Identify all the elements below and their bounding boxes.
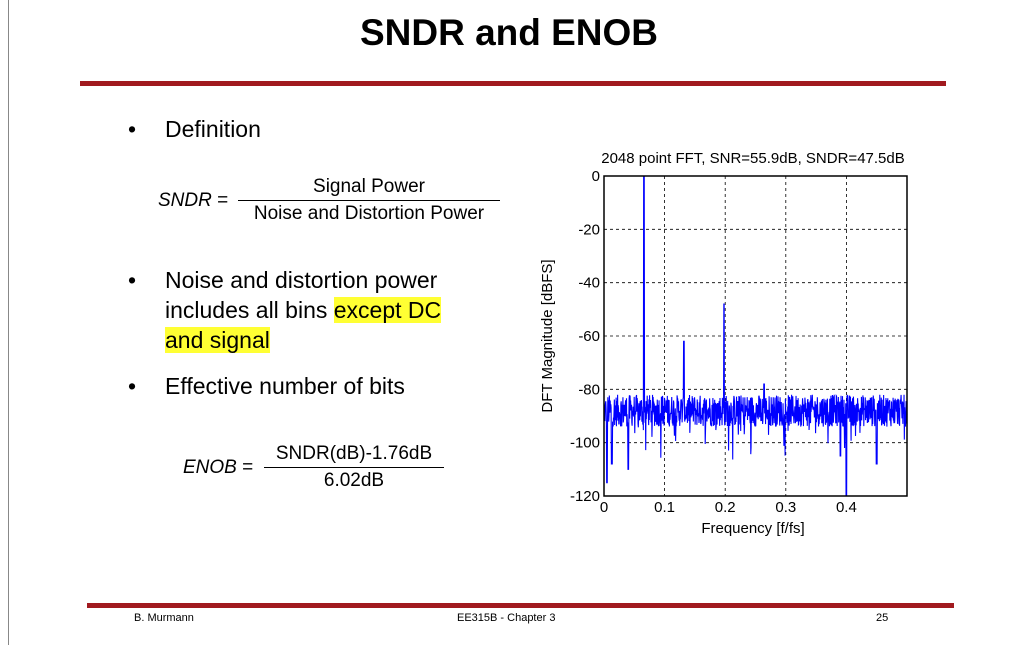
chart-ticks: 0 0.1 0.2 0.3 0.4 0 -20 -40 -60 -80 -100 -120 [570, 168, 857, 516]
y-axis-label: DFT Magnitude [dBFS] [539, 259, 556, 412]
x-tick-label: 0 [600, 499, 608, 516]
bullet-text: Effective number of bits [165, 373, 405, 399]
slide-title: SNDR and ENOB [359, 12, 659, 53]
y-tick-label: -80 [578, 381, 600, 398]
footer-rule [87, 603, 954, 608]
sndr-numerator: Signal Power [313, 176, 425, 197]
footer-author: B. Murmann [134, 612, 194, 624]
bullet-text: Definition [165, 116, 261, 142]
fft-spectrum-line [603, 175, 908, 497]
y-tick-label: -20 [578, 221, 600, 238]
y-tick-label: -120 [570, 488, 600, 505]
highlighted-text: and signal [165, 327, 270, 353]
sndr-equation-lhs: SNDR = [158, 190, 228, 212]
fft-chart: 2048 point FFT, SNR=55.9dB, SNDR=47.5dB … [539, 150, 908, 537]
enob-numerator: SNDR(dB)-1.76dB [275, 443, 433, 464]
bullet-text-line1: Noise and distortion power [165, 267, 438, 293]
x-tick-label: 0.2 [715, 499, 736, 516]
highlighted-text: except DC [333, 297, 442, 323]
bullet-dot: • [128, 267, 137, 293]
sndr-fraction: Signal Power Noise and Distortion Power [238, 176, 500, 225]
enob-equation-lhs: ENOB = [183, 457, 253, 479]
enob-fraction: SNDR(dB)-1.76dB 6.02dB [264, 443, 444, 492]
chart-title: 2048 point FFT, SNR=55.9dB, SNDR=47.5dB [601, 150, 905, 167]
bullet-dot: • [128, 116, 137, 142]
fft-trace [603, 175, 908, 497]
fraction-bar [238, 200, 500, 201]
bullet-dot: • [128, 373, 137, 399]
enob-denominator: 6.02dB [323, 470, 385, 491]
title-rule [80, 81, 946, 86]
chart-grid [604, 176, 907, 496]
plot-frame [603, 175, 908, 497]
y-tick-label: -40 [578, 275, 600, 292]
equals-sign: = [211, 190, 229, 211]
x-tick-label: 0.3 [775, 499, 796, 516]
x-tick-label: 0.4 [836, 499, 857, 516]
bullet-text-plain: includes all bins [165, 297, 334, 323]
y-tick-label: -60 [578, 328, 600, 345]
bullet-text-line3: and signal [165, 325, 270, 355]
enob-symbol: ENOB [183, 457, 237, 478]
y-tick-label: -100 [570, 435, 600, 452]
x-tick-label: 0.1 [654, 499, 675, 516]
equals-sign: = [236, 457, 254, 478]
footer-course: EE315B - Chapter 3 [457, 612, 556, 624]
fraction-bar [264, 467, 444, 468]
bullet-text-line2: includes all bins except DC [165, 295, 442, 325]
footer-page-number: 25 [876, 612, 889, 624]
sndr-symbol: SNDR [158, 190, 212, 211]
y-tick-label: 0 [592, 168, 600, 185]
sndr-denominator: Noise and Distortion Power [253, 203, 485, 224]
slide-left-border [8, 0, 9, 645]
x-axis-label: Frequency [f/fs] [701, 520, 804, 537]
